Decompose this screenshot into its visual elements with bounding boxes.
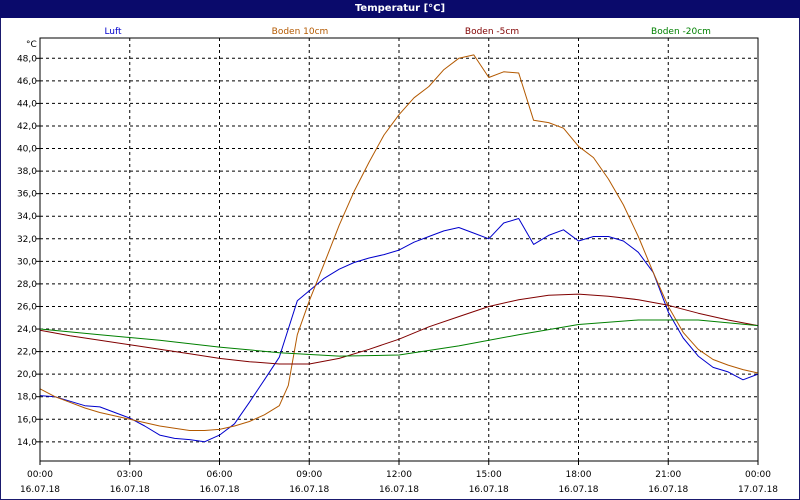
- y-tick-label: 26,0: [17, 302, 37, 312]
- x-tick-date-label: 16.07.18: [110, 485, 150, 495]
- series-line-boden-10cm: [39, 54, 759, 431]
- y-tick-label: 36,0: [17, 190, 37, 200]
- x-tick-date-label: 16.07.18: [20, 485, 60, 495]
- series-line-luft: [39, 218, 759, 443]
- series-line-boden-5cm: [39, 293, 759, 365]
- y-axis-unit: °C: [26, 40, 37, 50]
- y-tick-label: 22,0: [17, 348, 37, 358]
- legend-boden-20cm: Boden -20cm: [651, 27, 711, 37]
- legend-luft: Luft: [104, 27, 122, 37]
- x-tick-time-label: 12:00: [386, 470, 412, 480]
- grid: [40, 38, 758, 461]
- legend-boden-5cm: Boden -5cm: [465, 27, 519, 37]
- y-tick-label: 24,0: [17, 325, 37, 335]
- x-tick-time-label: 15:00: [476, 470, 502, 480]
- y-tick-label: 18,0: [17, 393, 37, 403]
- series-line-boden-20cm: [39, 319, 759, 357]
- y-tick-label: 28,0: [17, 280, 37, 290]
- y-tick-label: 38,0: [17, 167, 37, 177]
- y-tick-label: 40,0: [17, 145, 37, 155]
- x-tick-date-label: 16.07.18: [558, 485, 598, 495]
- y-tick-label: 32,0: [17, 235, 37, 245]
- y-tick-label: 48,0: [17, 54, 37, 64]
- y-tick-label: 42,0: [17, 122, 37, 132]
- x-tick-time-label: 06:00: [207, 470, 233, 480]
- x-tick-date-label: 16.07.18: [469, 485, 509, 495]
- x-tick-date-label: 16.07.18: [648, 485, 688, 495]
- legend-boden-10cm: Boden 10cm: [272, 27, 329, 37]
- y-tick-label: 46,0: [17, 77, 37, 87]
- x-tick-time-label: 00:00: [27, 470, 53, 480]
- y-tick-label: 16,0: [17, 415, 37, 425]
- x-tick-date-label: 16.07.18: [199, 485, 239, 495]
- x-tick-date-label: 16.07.18: [289, 485, 329, 495]
- y-tick-label: 14,0: [17, 438, 37, 448]
- y-tick-label: 44,0: [17, 99, 37, 109]
- plot-area-border: [39, 37, 759, 462]
- x-tick-time-label: 18:00: [566, 470, 592, 480]
- axis-ticks: 14,0 16,0 18,0 20,0 22,0 24,0 26,0 28,0 30,0 32,0…: [17, 54, 778, 495]
- x-tick-time-label: 21:00: [655, 470, 681, 480]
- series-lines: [39, 54, 759, 443]
- x-tick-time-label: 09:00: [296, 470, 322, 480]
- y-tick-label: 34,0: [17, 212, 37, 222]
- x-tick-time-label: 03:00: [117, 470, 143, 480]
- x-tick-date-label: 16.07.18: [379, 485, 419, 495]
- y-tick-label: 30,0: [17, 257, 37, 267]
- chart-title: Temperatur [°C]: [0, 0, 800, 18]
- y-tick-label: 20,0: [17, 370, 37, 380]
- x-tick-time-label: 00:00: [745, 470, 771, 480]
- x-tick-date-label: 17.07.18: [738, 485, 778, 495]
